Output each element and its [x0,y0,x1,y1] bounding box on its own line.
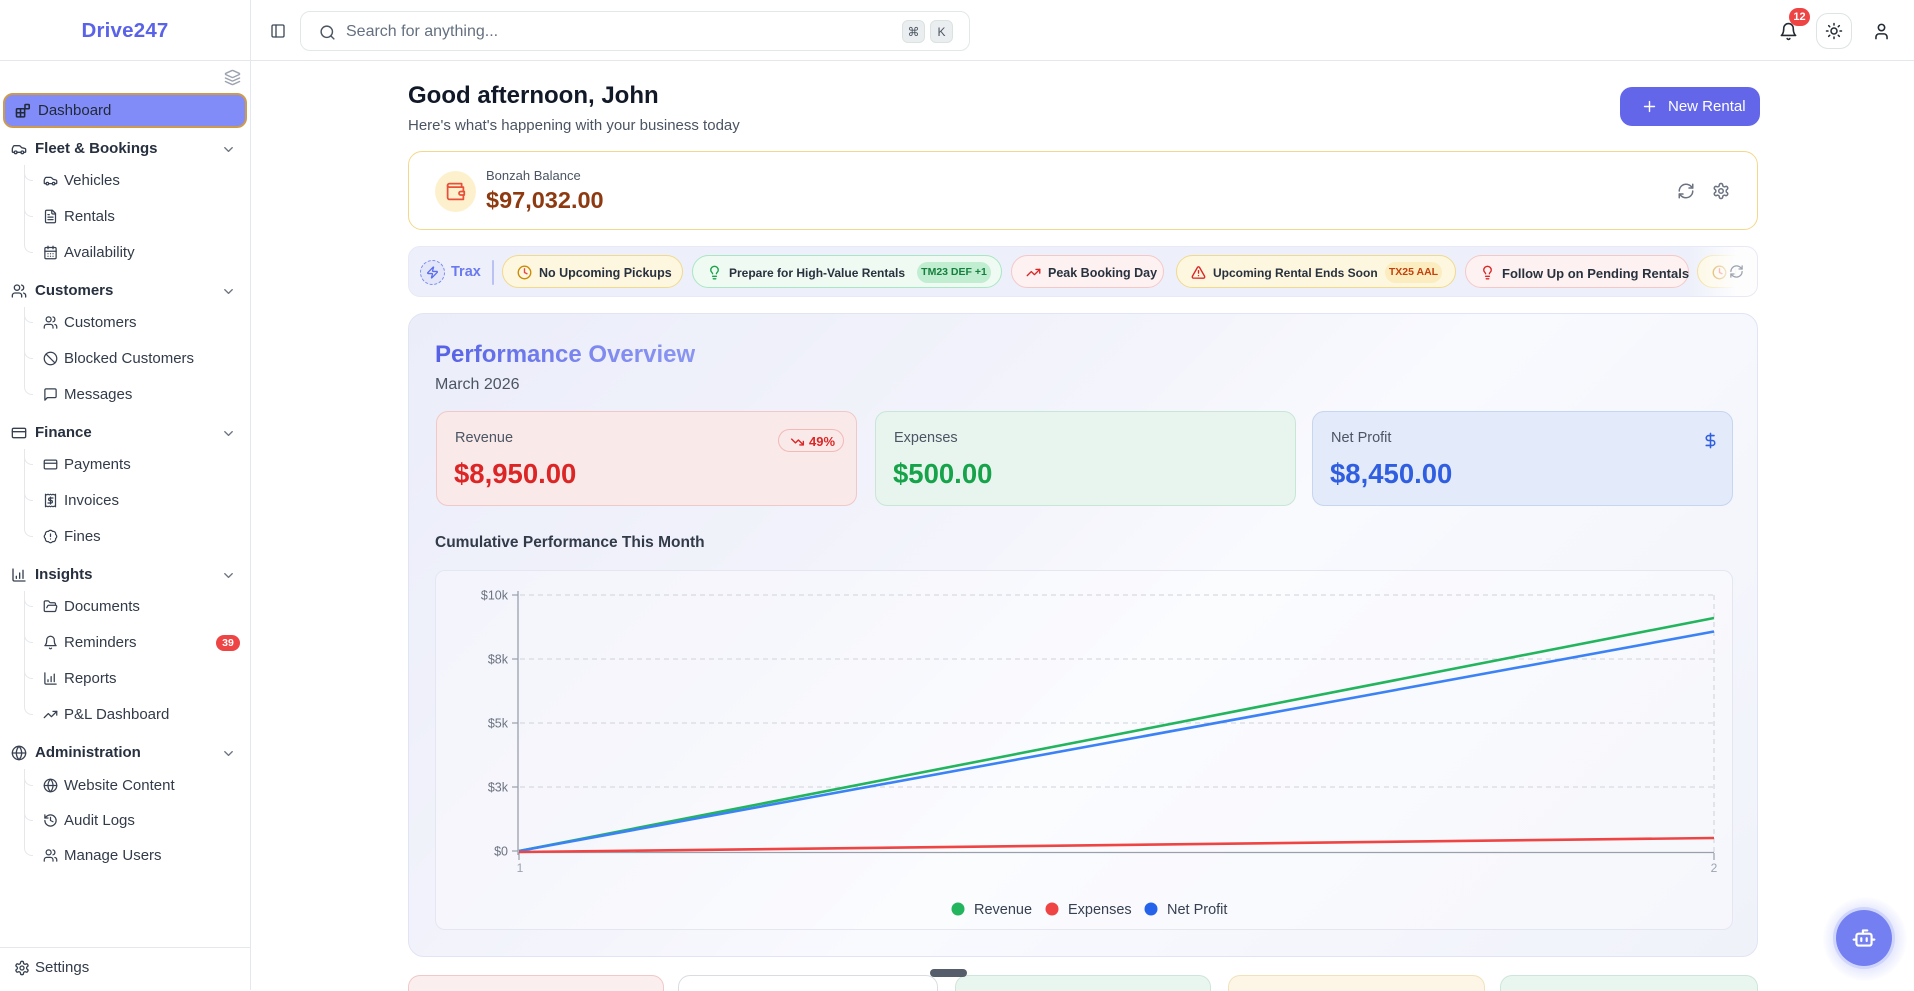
svg-text:Revenue: Revenue [974,902,1032,918]
svg-text:$8k: $8k [488,653,509,667]
svg-text:2: 2 [1711,861,1718,875]
svg-text:Expenses: Expenses [1068,902,1132,918]
svg-text:$5k: $5k [488,717,509,731]
svg-text:$0: $0 [494,845,508,859]
svg-text:Net Profit: Net Profit [1167,902,1227,918]
svg-text:1: 1 [517,861,524,875]
svg-text:$10k: $10k [481,589,509,603]
svg-text:$3k: $3k [488,781,509,795]
